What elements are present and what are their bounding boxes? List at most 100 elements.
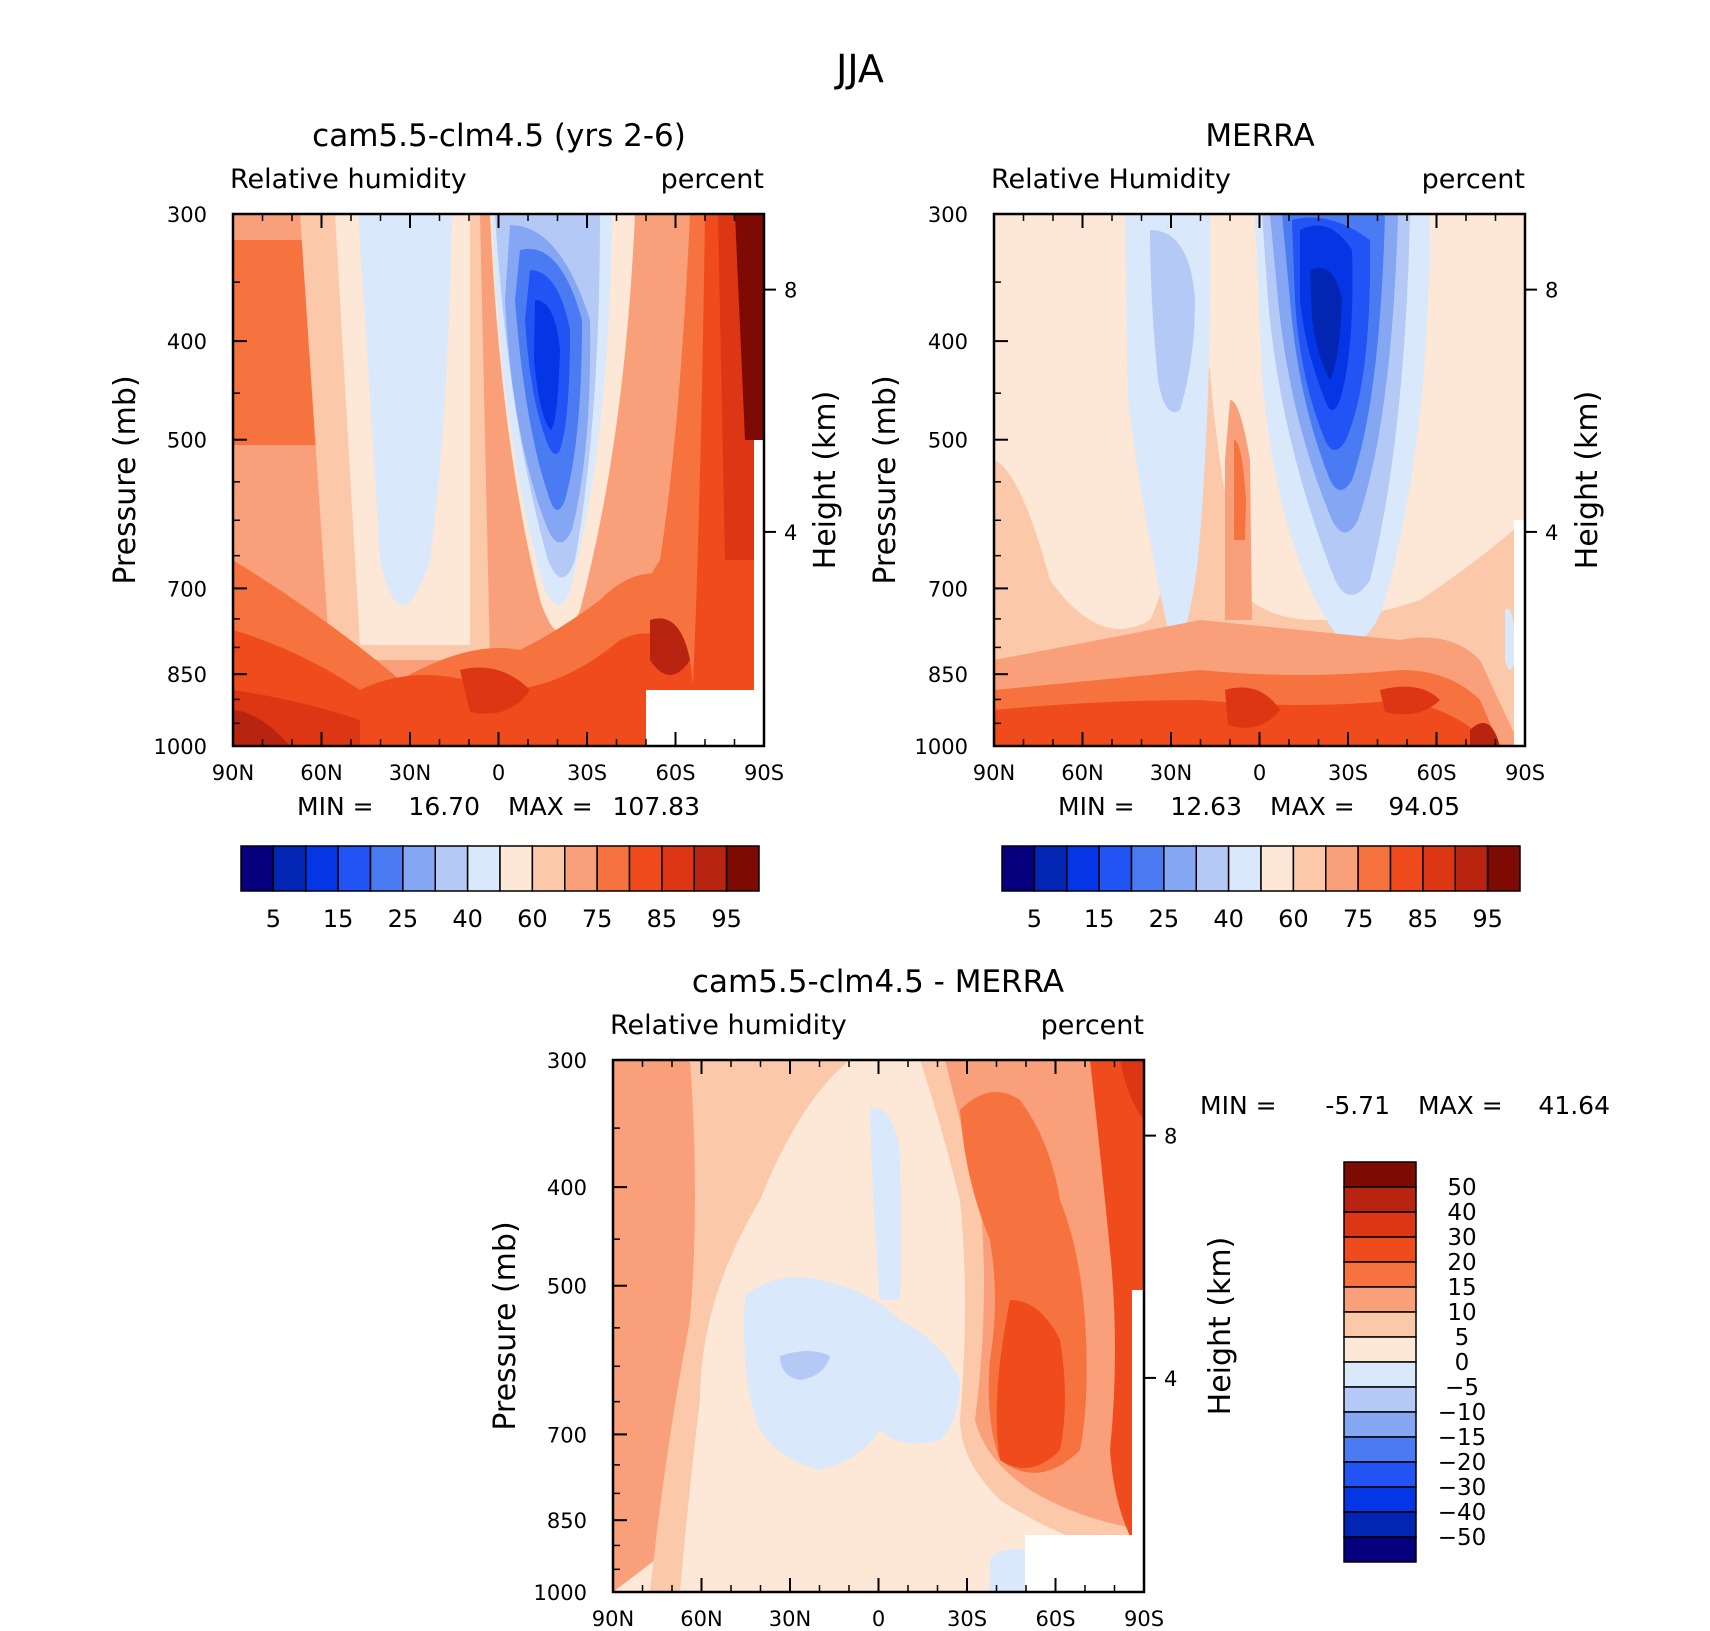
x-tick-label: 60N	[300, 761, 342, 785]
colorbar-label: 30	[1447, 1225, 1476, 1251]
y2-tick-label: 8	[1164, 1125, 1177, 1149]
x-tick-label: 60S	[655, 761, 695, 785]
left-label: Relative Humidity	[991, 164, 1231, 195]
colorbar-swatch	[1343, 1361, 1417, 1388]
panel-model: cam5.5-clm4.5 (yrs 2-6) Relative humidit…	[108, 118, 843, 933]
colorbar-label: 40	[1213, 905, 1244, 933]
x-tick-label: 60S	[1416, 761, 1456, 785]
left-label: Relative humidity	[610, 1010, 847, 1041]
colorbar-label: 25	[388, 905, 419, 933]
colorbar-swatch	[1343, 1386, 1417, 1413]
colorbar-label: 50	[1447, 1175, 1476, 1201]
colorbar-label: 40	[452, 905, 483, 933]
y-axis-right: 84	[764, 279, 797, 545]
colorbar-swatch	[1343, 1211, 1417, 1238]
colorbar-swatch	[1163, 845, 1197, 892]
y2-tick-label: 8	[1545, 279, 1558, 303]
colorbar-label: −50	[1438, 1525, 1487, 1551]
x-tick-label: 90S	[1505, 761, 1545, 785]
colorbar-label: −20	[1438, 1450, 1487, 1476]
region-nh-dry-2	[1150, 230, 1195, 412]
colorbar-swatch	[1260, 845, 1295, 892]
max-label: MAX =	[1418, 1091, 1503, 1120]
y-tick-label: 500	[547, 1275, 587, 1299]
region-neg-1	[744, 1277, 960, 1470]
colorbar-label: 25	[1149, 905, 1180, 933]
colorbar: 5 15 25 40 60 75 85 95	[1001, 845, 1521, 933]
colorbar-swatch	[1195, 845, 1230, 892]
y-tick-label: 400	[547, 1176, 587, 1200]
y-tick-label: 850	[167, 663, 207, 687]
colorbar-label: 5	[1027, 905, 1042, 933]
missing-mask-c	[1025, 1535, 1144, 1592]
colorbar-swatch	[1343, 1261, 1417, 1288]
y2-tick-label: 8	[784, 279, 797, 303]
colorbar-label: 75	[1343, 905, 1374, 933]
colorbar-swatch	[1325, 845, 1359, 892]
colorbar-swatch	[1343, 1336, 1417, 1363]
colorbar-swatch	[1343, 1511, 1417, 1538]
y-tick-label: 500	[167, 429, 207, 453]
min-value: 12.63	[1170, 792, 1242, 821]
x-tick-label: 60N	[680, 1607, 722, 1631]
colorbar-swatch	[1343, 1436, 1417, 1463]
colorbar-swatch	[1454, 845, 1489, 892]
missing-edge-c	[1132, 1290, 1144, 1540]
x-tick-label: 90N	[212, 761, 254, 785]
colorbar-swatch	[1343, 1411, 1417, 1438]
x-axis: 90N 60N 30N 0 30S 60S 90S	[592, 1060, 1164, 1631]
region-neg-2	[870, 1108, 901, 1300]
contour-field	[994, 214, 1525, 746]
right-label: percent	[661, 164, 764, 195]
y-axis-left: 300 400 500 700 850 1000	[534, 1049, 627, 1605]
y-tick-label: 850	[547, 1509, 587, 1533]
colorbar-swatch	[1343, 1236, 1417, 1263]
colorbar-swatch	[693, 845, 728, 892]
y-axis-left: 300 400 500 700 850 1000	[154, 203, 247, 759]
colorbar-swatch	[661, 845, 695, 892]
colorbar-label: −40	[1438, 1500, 1487, 1526]
y-tick-label: 300	[167, 203, 207, 227]
missing-mask-a	[646, 690, 764, 746]
y-tick-label: 700	[928, 577, 968, 601]
colorbar-swatch	[1486, 845, 1521, 892]
colorbar-swatch	[1292, 845, 1327, 892]
x-tick-label: 90S	[744, 761, 784, 785]
right-label: percent	[1422, 164, 1525, 195]
x-tick-label: 0	[1253, 761, 1266, 785]
max-value: 107.83	[613, 792, 700, 821]
min-value: 16.70	[408, 792, 480, 821]
colorbar-swatch	[1343, 1486, 1417, 1513]
colorbar-label: 15	[1447, 1275, 1476, 1301]
panel-title: cam5.5-clm4.5 (yrs 2-6)	[312, 118, 686, 154]
colorbar: 5 15 25 40 60 75 85 95	[240, 845, 760, 933]
x-axis: 90N 60N 30N 0 30S 60S 90S	[212, 214, 784, 785]
x-tick-label: 90S	[1124, 1607, 1164, 1631]
x-tick-label: 90N	[592, 1607, 634, 1631]
colorbar-label: 5	[266, 905, 281, 933]
x-axis: 90N 60N 30N 0 30S 60S 90S	[973, 214, 1545, 785]
colorbar-swatch	[1066, 845, 1100, 892]
region-neg-core	[780, 1351, 830, 1380]
y-tick-label: 300	[928, 203, 968, 227]
colorbar-label: 15	[1084, 905, 1115, 933]
figure-title: JJA	[834, 47, 884, 91]
colorbar-label: −5	[1445, 1375, 1479, 1401]
colorbar-label: 60	[1278, 905, 1309, 933]
colorbar-swatch	[596, 845, 631, 892]
colorbar-label: 60	[517, 905, 548, 933]
band-lowlevel-darkest	[233, 710, 290, 746]
colorbar-label: −30	[1438, 1475, 1487, 1501]
x-tick-label: 60S	[1035, 1607, 1075, 1631]
colorbar-label: 85	[647, 905, 678, 933]
panel-title: cam5.5-clm4.5 - MERRA	[692, 964, 1064, 1000]
colorbar-label: 75	[582, 905, 613, 933]
colorbar-swatch	[369, 845, 404, 892]
panel-difference: cam5.5-clm4.5 - MERRA Relative humidity …	[488, 964, 1610, 1631]
colorbar-swatch	[466, 845, 501, 892]
colorbar-label: 20	[1447, 1250, 1476, 1276]
band-lowlevel-south	[1380, 686, 1440, 715]
region-nh-moist	[613, 1060, 700, 1592]
colorbar-swatch	[305, 845, 339, 892]
y2-tick-label: 4	[784, 521, 797, 545]
